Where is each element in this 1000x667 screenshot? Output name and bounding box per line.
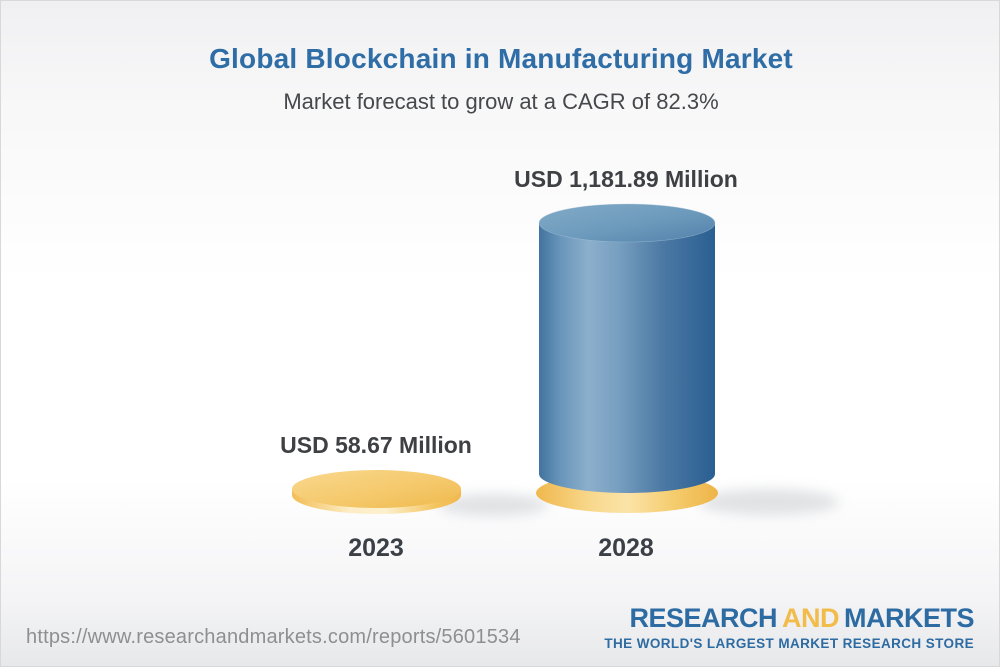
- brand-word-markets: MARKETS: [844, 603, 975, 633]
- source-url: https://www.researchandmarkets.com/repor…: [26, 626, 521, 648]
- bar-2023-cylinder: [292, 470, 461, 514]
- bar-2028-value-label: USD 1,181.89 Million: [514, 166, 738, 192]
- bar-2023-value-label: USD 58.67 Million: [280, 432, 472, 458]
- brand-tagline: THE WORLD'S LARGEST MARKET RESEARCH STOR…: [604, 636, 974, 651]
- page-title: Global Blockchain in Manufacturing Marke…: [209, 43, 793, 74]
- bar-2028-shadow: [699, 489, 839, 515]
- bar-2028-category-label: 2028: [598, 534, 654, 562]
- brand-logo: RESEARCH AND MARKETS THE WORLD'S LARGEST M…: [604, 605, 974, 651]
- brand-logo-wordmark: RESEARCH AND MARKETS: [604, 605, 974, 632]
- bar-2028-cylinder: [536, 203, 718, 513]
- brand-word-and: AND: [782, 603, 840, 633]
- bar-2023-category-label: 2023: [348, 534, 404, 562]
- brand-word-research: RESEARCH: [629, 603, 777, 633]
- page-subtitle: Market forecast to grow at a CAGR of 82.…: [283, 89, 719, 114]
- bar-2023-shadow: [438, 494, 548, 516]
